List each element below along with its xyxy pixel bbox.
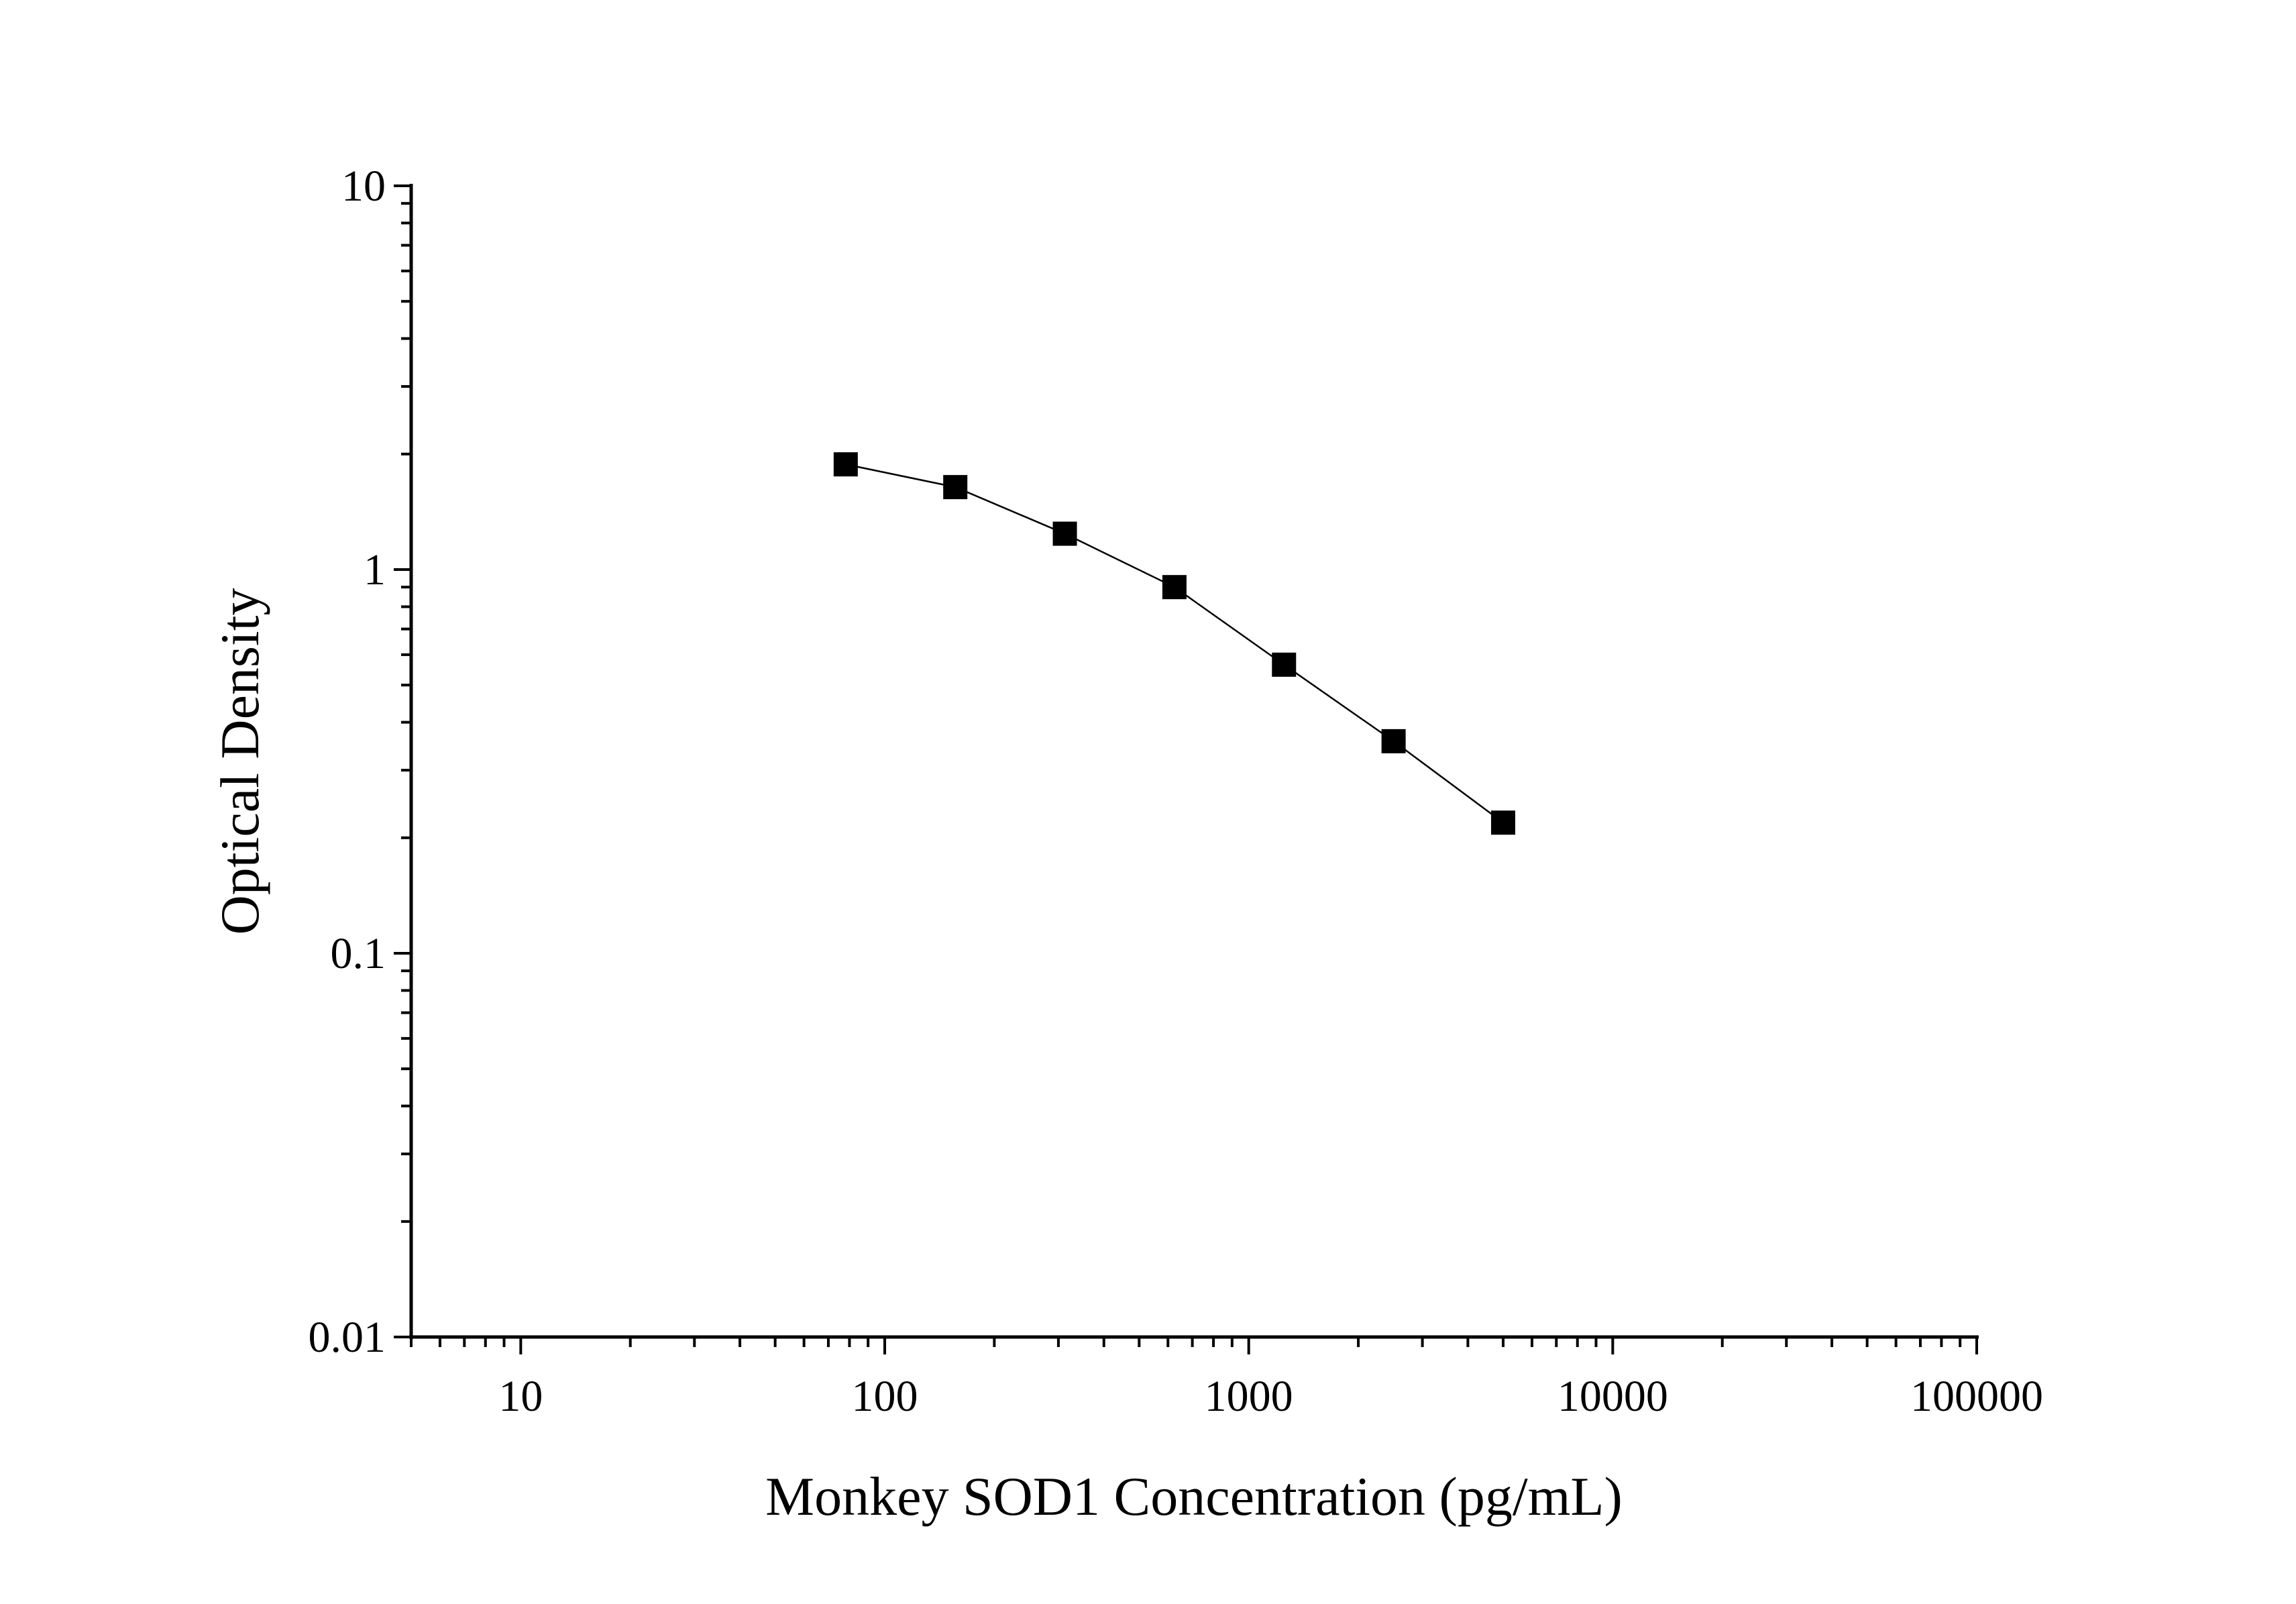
tick-labels: 10 100 1000 10000 100000 0.01 0.1 1 10 — [309, 162, 2044, 1421]
data-point — [1490, 810, 1515, 835]
data-point — [833, 452, 858, 477]
data-point — [1272, 652, 1297, 677]
x-tick-label: 100 — [852, 1372, 918, 1421]
data-point — [1052, 521, 1077, 546]
y-tick-label: 0.1 — [331, 929, 386, 978]
x-tick-label: 100000 — [1910, 1372, 2043, 1421]
y-tick-label: 10 — [341, 162, 386, 211]
data-point — [1381, 729, 1406, 753]
y-tick-label: 0.01 — [309, 1313, 386, 1362]
data-point — [1162, 575, 1187, 600]
x-tick-label: 10 — [498, 1372, 543, 1421]
axes — [394, 184, 1979, 1354]
series-line — [845, 463, 1504, 824]
x-tick-label: 1000 — [1205, 1372, 1293, 1421]
data-point — [943, 475, 968, 500]
y-tick-label: 1 — [364, 545, 386, 594]
series — [833, 452, 1515, 835]
x-axis-title: Monkey SOD1 Concentration (pg/mL) — [765, 1466, 1623, 1527]
y-axis-title: Optical Density — [209, 588, 270, 935]
x-tick-label: 10000 — [1557, 1372, 1668, 1421]
